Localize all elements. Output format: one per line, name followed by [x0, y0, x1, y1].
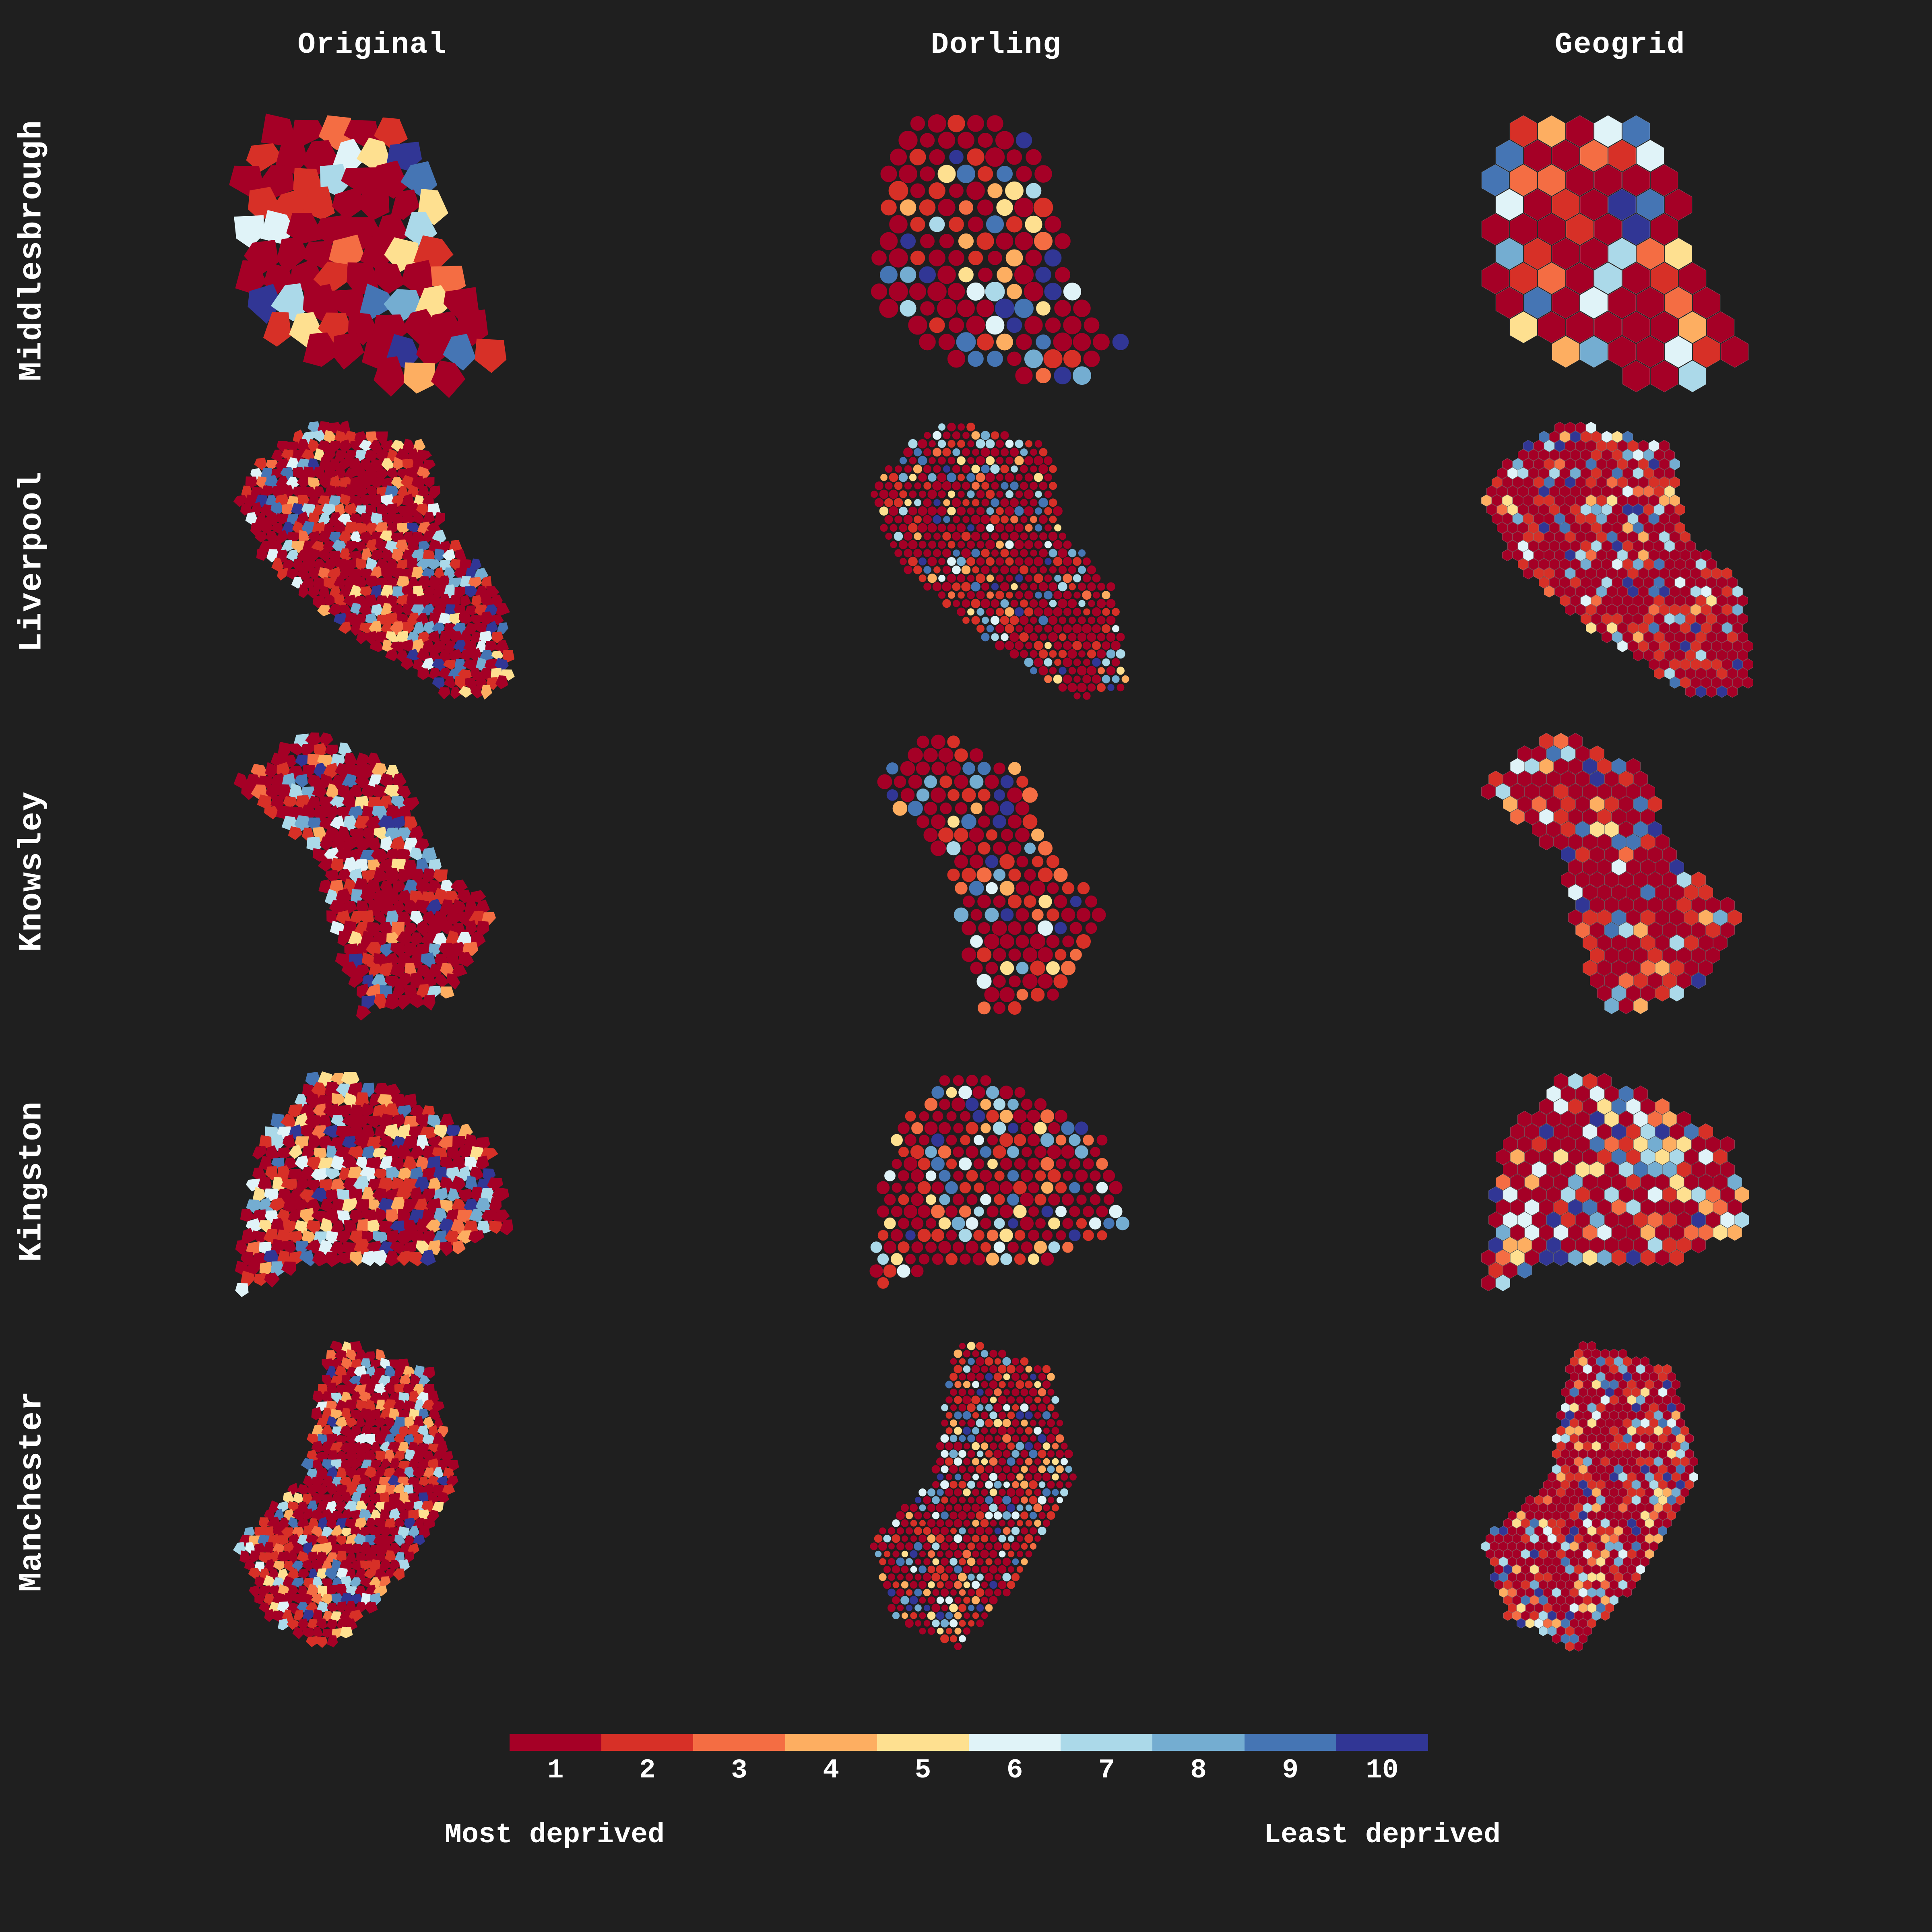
- map-panel-r3-c2: [1481, 1073, 1749, 1291]
- map-panel-r1-c1: [870, 422, 1130, 700]
- map-panel-r0-c2: [1481, 115, 1749, 392]
- legend-tick-10: 10: [1366, 1755, 1399, 1786]
- legend-tick-8: 8: [1190, 1755, 1207, 1786]
- map-panel-r0-c0: [229, 114, 507, 398]
- map-panel-r4-c0: [233, 1340, 459, 1648]
- legend-swatch-9: [1244, 1734, 1336, 1751]
- legend-tick-3: 3: [731, 1755, 747, 1786]
- legend-colorbar: [510, 1734, 1428, 1751]
- column-header-geogrid: Geogrid: [1554, 28, 1686, 62]
- legend-tick-9: 9: [1282, 1755, 1299, 1786]
- map-panel-r4-c2: [1481, 1341, 1699, 1652]
- legend-swatch-6: [969, 1734, 1061, 1751]
- legend-tick-2: 2: [639, 1755, 656, 1786]
- legend-tick-4: 4: [823, 1755, 840, 1786]
- legend-swatch-2: [601, 1734, 694, 1751]
- column-header-dorling: Dorling: [931, 28, 1062, 62]
- legend-swatch-1: [510, 1734, 602, 1751]
- legend-tick-6: 6: [1006, 1755, 1023, 1786]
- legend-tick-7: 7: [1098, 1755, 1115, 1786]
- map-panel-r1-c0: [233, 420, 515, 700]
- legend-ticks: 1 2 3 4 5 6 7 8 9 10: [510, 1755, 1428, 1786]
- map-panel-r4-c1: [869, 1341, 1077, 1651]
- map-panel-r3-c0: [235, 1071, 514, 1297]
- legend-swatch-7: [1061, 1734, 1153, 1751]
- legend-swatch-10: [1336, 1734, 1428, 1751]
- legend-tick-5: 5: [914, 1755, 931, 1786]
- map-panel-r2-c0: [233, 732, 496, 1021]
- legend-least-deprived-label: Least deprived: [1264, 1819, 1501, 1851]
- map-panel-r1-c2: [1481, 421, 1753, 698]
- legend-swatch-8: [1152, 1734, 1245, 1751]
- legend-tick-1: 1: [547, 1755, 564, 1786]
- legend-most-deprived-label: Most deprived: [445, 1819, 665, 1851]
- map-panel-r0-c1: [870, 114, 1129, 386]
- map-panel-r3-c1: [869, 1074, 1130, 1289]
- map-panel-r2-c1: [877, 734, 1106, 1015]
- map-panel-r2-c2: [1481, 733, 1742, 1014]
- legend-swatch-5: [877, 1734, 969, 1751]
- column-header-original: Original: [297, 28, 447, 62]
- legend-swatch-4: [785, 1734, 877, 1751]
- legend-swatch-3: [693, 1734, 785, 1751]
